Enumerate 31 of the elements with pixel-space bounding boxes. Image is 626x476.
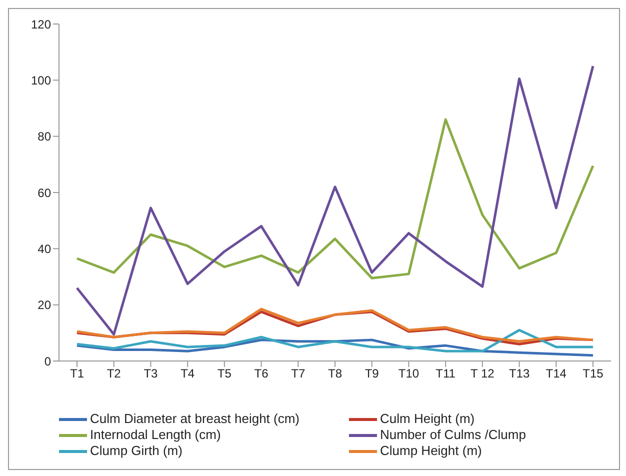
x-tick-label: T13 — [508, 366, 530, 381]
x-tick-label: T4 — [180, 366, 195, 381]
legend-label: Number of Culms /Clump — [380, 427, 526, 443]
x-tick-label: T6 — [254, 366, 269, 381]
legend-label: Culm Diameter at breast height (cm) — [90, 411, 300, 427]
y-tick-label: 20 — [38, 298, 52, 312]
y-tick-label: 80 — [38, 130, 52, 144]
x-tick-label: T3 — [144, 366, 158, 381]
x-tick-label: T2 — [106, 366, 122, 381]
legend-label: Clump Height (m) — [380, 443, 482, 459]
line-series — [76, 328, 594, 352]
x-tick-label: T7 — [291, 366, 306, 381]
y-tick-label: 120 — [30, 17, 52, 32]
x-tick-label: T11 — [436, 366, 456, 381]
y-tick-label: 60 — [38, 186, 52, 200]
legend-label: Internodal Length (cm) — [90, 427, 221, 443]
y-tick-label: 0 — [44, 354, 52, 368]
y-tick-label: 40 — [38, 242, 52, 256]
x-tick-label: T8 — [328, 366, 342, 381]
x-tick-label: T1 — [70, 366, 84, 381]
line-series — [76, 64, 594, 336]
y-tick-label: 100 — [30, 73, 52, 88]
line-series — [76, 118, 594, 280]
x-tick-label: T5 — [217, 366, 232, 381]
legend-label: Clump Girth (m) — [90, 443, 182, 459]
x-tick-label: T15 — [582, 366, 604, 381]
x-tick-label: T 12 — [470, 366, 495, 381]
x-tick-label: T10 — [398, 366, 420, 381]
legend-label: Culm Height (m) — [380, 411, 475, 427]
x-tick-label: T14 — [546, 366, 567, 381]
x-tick-label: T9 — [364, 366, 380, 381]
